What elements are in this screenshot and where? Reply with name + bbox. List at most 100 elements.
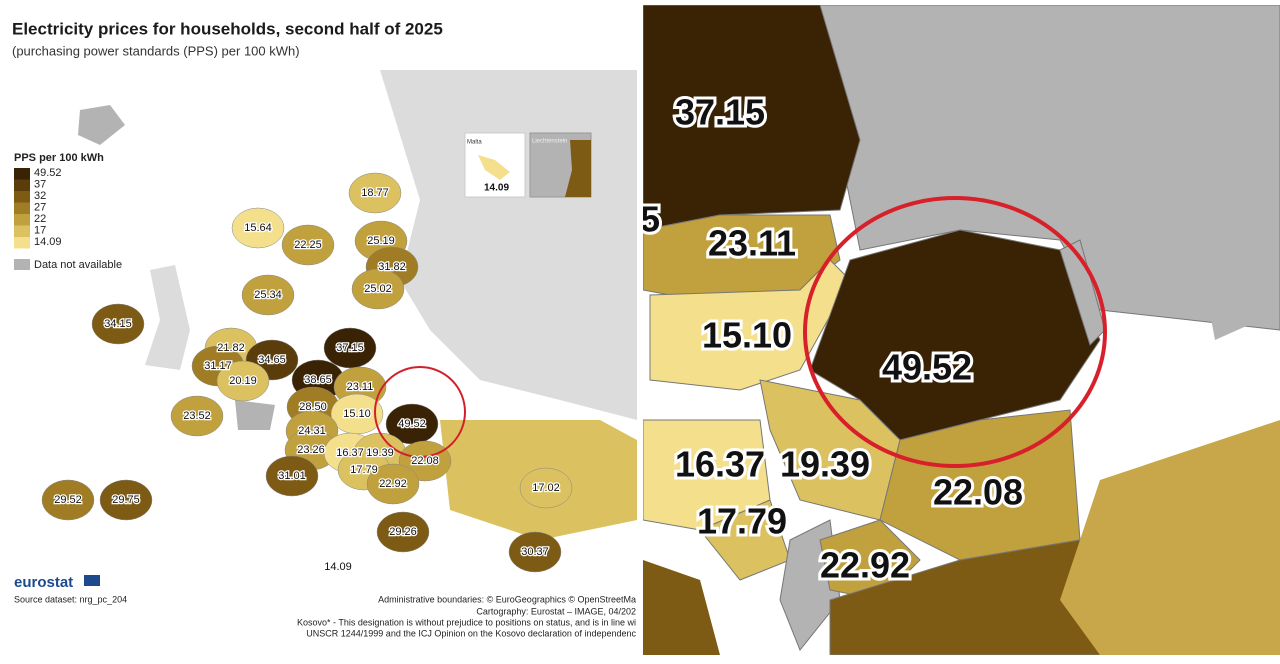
region-value: 30.37	[521, 546, 549, 558]
legend-label: 17	[34, 224, 46, 236]
region	[99, 479, 153, 521]
highlight-circle	[803, 196, 1107, 468]
note: Kosovo* - This designation is without pr…	[297, 617, 636, 627]
legend-swatch	[14, 259, 30, 270]
main-map	[0, 68, 637, 588]
legend-label: 14.09	[34, 236, 62, 248]
highlight-circle	[374, 366, 466, 458]
region-value: 20.19	[229, 375, 257, 387]
zoom-value: 37.15	[675, 92, 765, 133]
region	[351, 268, 405, 310]
divider	[637, 0, 643, 659]
region-value: 29.26	[389, 526, 417, 538]
region-value: 25.19	[367, 235, 395, 247]
note: Cartography: Eurostat – IMAGE, 04/202	[476, 606, 636, 616]
region	[91, 303, 145, 345]
region	[170, 395, 224, 437]
region-value: 31.01	[278, 470, 306, 482]
region	[366, 463, 420, 505]
legend-label: 32	[34, 190, 46, 202]
region-value: 22.08	[411, 455, 439, 467]
zoom-value: 17.79	[697, 501, 787, 542]
region-value: 14.09	[324, 561, 352, 573]
legend-swatch	[14, 168, 30, 180]
region-value: 23.52	[183, 410, 211, 422]
region-value: 31.17	[204, 360, 232, 372]
note: UNSCR 1244/1999 and the ICJ Opinion on t…	[306, 628, 636, 638]
legend-swatch	[14, 214, 30, 226]
note: Administrative boundaries: © EuroGeograp…	[378, 594, 636, 604]
region-value: 24.31	[298, 425, 326, 437]
region-value: 17.79	[350, 464, 378, 476]
region-value: 28.50	[299, 401, 327, 413]
region	[519, 467, 573, 509]
liechtenstein-shape	[565, 140, 591, 197]
uk	[145, 265, 190, 370]
zoom-value: 19.39	[780, 444, 870, 485]
turkey	[1060, 420, 1280, 655]
region	[323, 327, 377, 369]
zoom-value: 49.52	[882, 347, 972, 388]
poland	[643, 5, 861, 231]
zoom-value: 22.92	[820, 545, 910, 586]
region-value: 22.25	[294, 239, 322, 251]
legend-swatch	[14, 202, 30, 214]
zoom-value: 5	[640, 199, 660, 240]
legend-swatch	[14, 237, 30, 249]
region	[265, 455, 319, 497]
region-value: 21.82	[217, 342, 245, 354]
legend-label: 49.52	[34, 167, 62, 179]
region-value: 23.26	[297, 444, 325, 456]
region-value: 22.92	[379, 478, 407, 490]
region-value: 34.65	[258, 354, 286, 366]
region-value: 17.02	[532, 482, 560, 494]
source: Source dataset: nrg_pc_204	[14, 594, 127, 604]
zoom-map: 37.15 5 23.11 15.10 49.52 16.37 19.39 22.08 17.7…	[640, 5, 1280, 655]
region-value: 38.65	[304, 374, 332, 386]
inset-name: Malta	[467, 140, 482, 146]
region-value: 37.15	[336, 342, 364, 354]
romania	[809, 229, 1101, 441]
region	[508, 531, 562, 573]
inset-name: Liechtenstein	[532, 139, 567, 145]
legend-label: 22	[34, 213, 46, 225]
crimea	[1200, 260, 1260, 340]
zoom-value: 23.11	[708, 223, 796, 264]
legend-label: 27	[34, 201, 46, 213]
italy	[643, 560, 720, 655]
region	[241, 274, 295, 316]
region-value: 18.77	[361, 187, 389, 199]
region	[41, 479, 95, 521]
legend-swatch	[14, 225, 30, 237]
legend-swatch	[14, 191, 30, 203]
inset-value: 14.09	[484, 183, 509, 194]
region-value: 25.02	[364, 283, 392, 295]
region	[348, 172, 402, 214]
iceland	[78, 105, 125, 145]
hungary	[649, 259, 851, 391]
region	[376, 511, 430, 553]
region	[216, 360, 270, 402]
brand: eurostat	[14, 574, 73, 591]
region-value: 25.34	[254, 289, 282, 301]
switzerland	[235, 400, 275, 430]
region	[281, 224, 335, 266]
eu-flag	[84, 575, 100, 586]
malta-shape	[478, 155, 510, 180]
legend-title: PPS per 100 kWh	[14, 152, 104, 164]
region-value: 19.39	[366, 447, 394, 459]
region-value: 15.10	[343, 408, 371, 420]
region-value: 31.82	[378, 261, 406, 273]
zoom-value: 16.37	[675, 444, 765, 485]
subtitle: (purchasing power standards (PPS) per 10…	[12, 43, 300, 58]
region-value: 15.64	[244, 222, 272, 234]
region	[231, 207, 285, 249]
region-value: 23.11	[347, 381, 374, 393]
legend-swatch	[14, 179, 30, 191]
region-value: 29.75	[112, 494, 140, 506]
region-value: 49.52	[398, 418, 426, 430]
zoom-value: 15.10	[702, 315, 792, 356]
legend-label: Data not available	[34, 259, 122, 271]
title: Electricity prices for households, secon…	[12, 19, 443, 38]
